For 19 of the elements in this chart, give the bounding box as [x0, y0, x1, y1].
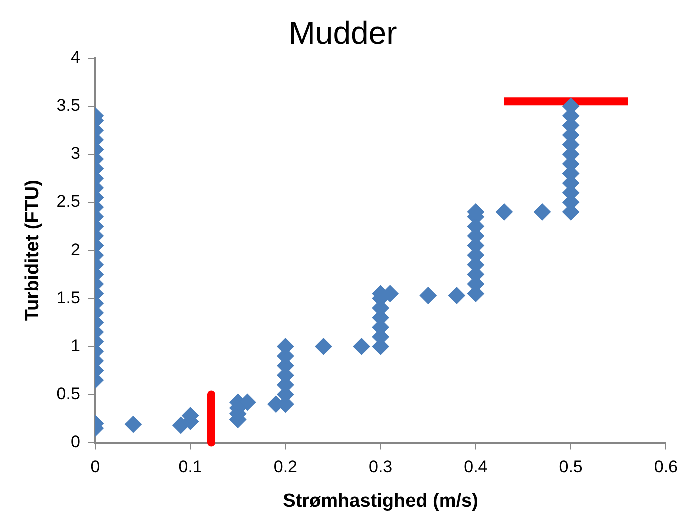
chart-title: Mudder	[288, 15, 398, 52]
x-tick-label: 0.6	[654, 458, 678, 477]
y-tick-label: 0	[70, 432, 80, 452]
y-axis-title: Turbiditet (FTU)	[22, 180, 44, 322]
y-tick-label: 0.5	[56, 384, 80, 404]
x-tick-label: 0	[90, 458, 100, 477]
y-tick-label: 1.5	[56, 288, 80, 308]
y-tick-label: 1	[70, 336, 80, 356]
x-tick-label: 0.4	[464, 458, 488, 477]
x-tick-label: 0.2	[274, 458, 298, 477]
y-tick-label: 2	[70, 240, 80, 260]
x-tick-label: 0.5	[559, 458, 583, 477]
y-tick-label: 2.5	[56, 192, 80, 212]
y-tick-label: 4	[70, 48, 80, 68]
y-tick-label: 3.5	[56, 96, 80, 116]
x-axis-title: Strømhastighed (m/s)	[283, 490, 478, 512]
x-tick-label: 0.3	[368, 458, 393, 477]
y-tick-label: 3	[70, 144, 80, 164]
x-tick-label: 0.1	[178, 458, 202, 477]
